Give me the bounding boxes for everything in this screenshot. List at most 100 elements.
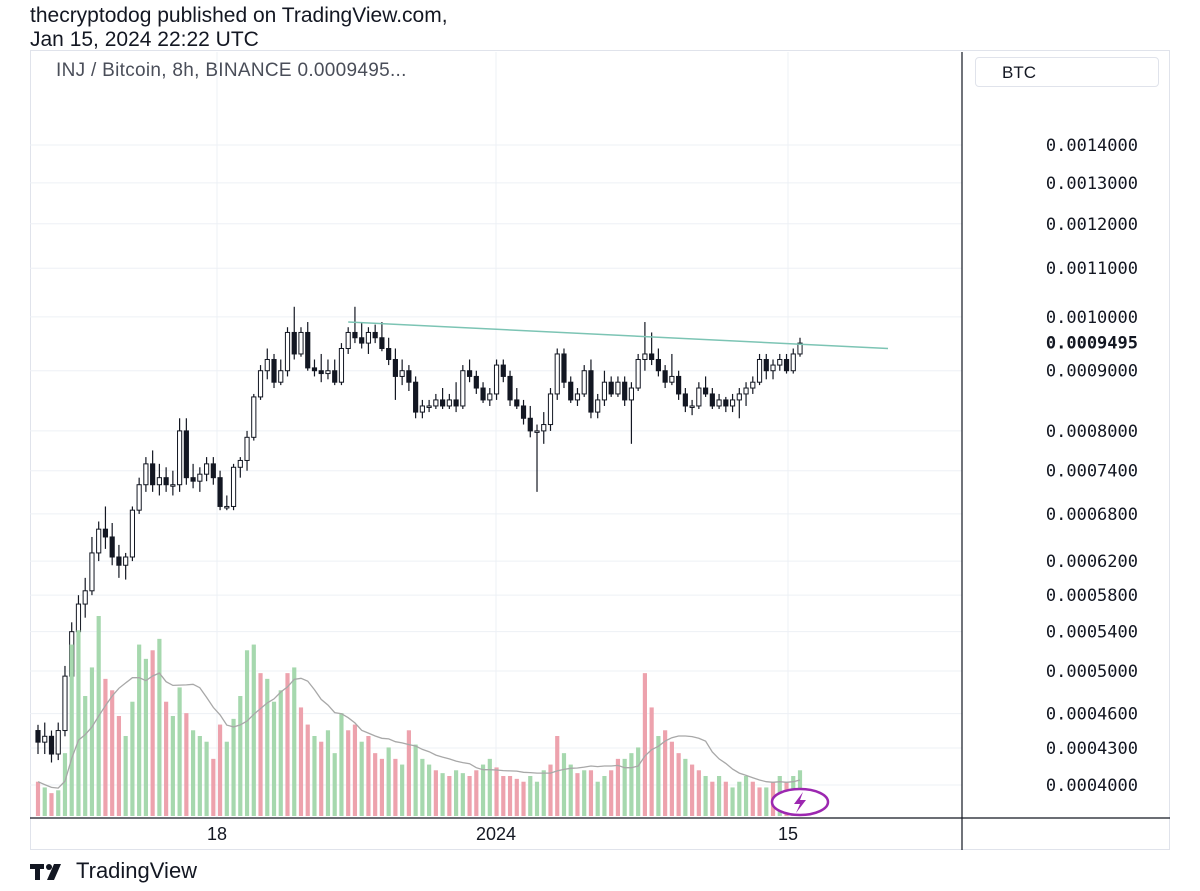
- x-tick-label: 2024: [476, 824, 516, 844]
- volume-bar: [696, 770, 701, 816]
- volume-bar: [683, 758, 688, 816]
- candle-body: [399, 370, 405, 377]
- volume-bar: [110, 690, 115, 816]
- volume-bar: [319, 741, 324, 816]
- volume-bar: [204, 741, 209, 816]
- volume-bar: [507, 776, 513, 816]
- candle-body: [365, 331, 372, 344]
- candle-body: [251, 396, 257, 438]
- candle-body: [177, 430, 183, 486]
- volume-bar: [730, 787, 735, 816]
- candle-body: [520, 405, 527, 419]
- y-tick-label: 0.0006800: [1046, 505, 1138, 525]
- volume-bar: [433, 770, 438, 816]
- candle-body: [305, 331, 311, 369]
- volume-bar: [164, 701, 169, 816]
- volume-bar: [676, 753, 681, 816]
- candle-body: [170, 484, 176, 487]
- volume-bar: [716, 776, 722, 816]
- candle-body: [561, 353, 567, 383]
- candle-body: [440, 399, 446, 407]
- candle-body: [379, 337, 385, 350]
- candle-body: [82, 590, 88, 605]
- candle-body: [500, 364, 506, 377]
- candle-body: [703, 387, 709, 395]
- y-tick-label: 0.0004600: [1046, 705, 1138, 725]
- y-tick-label: 0.0005400: [1046, 623, 1138, 643]
- candle-body: [271, 358, 277, 383]
- volume-bar: [346, 730, 351, 816]
- candle-body: [224, 505, 230, 509]
- volume-bar: [649, 707, 654, 816]
- tradingview-footer[interactable]: TradingView: [30, 858, 197, 884]
- volume-bar: [400, 764, 405, 816]
- candle-body: [136, 484, 142, 511]
- boost-button[interactable]: [769, 787, 831, 817]
- volume-bar: [602, 776, 607, 816]
- volume-bar: [636, 747, 641, 816]
- volume-bar: [285, 673, 290, 816]
- candle-body: [466, 370, 473, 377]
- volume-bar: [561, 753, 567, 816]
- candle-body: [244, 436, 250, 461]
- candle-body: [230, 466, 237, 507]
- volume-bar: [555, 736, 560, 816]
- y-tick-label: 0.0007400: [1046, 462, 1138, 482]
- volume-bar: [764, 787, 769, 816]
- tradingview-logo-icon: [30, 864, 61, 880]
- y-tick-label: 0.0013000: [1046, 174, 1138, 194]
- volume-bar: [609, 770, 614, 816]
- candle-body: [372, 331, 378, 339]
- candle-body: [750, 381, 756, 389]
- candle-body: [163, 477, 169, 486]
- volume-bar: [191, 730, 196, 816]
- resistance-trendline: [348, 321, 889, 350]
- y-tick-label: 0.0014000: [1046, 136, 1138, 156]
- candle-body: [453, 399, 459, 407]
- volume-bar: [723, 781, 728, 816]
- y-tick-label: 0.0009000: [1046, 362, 1138, 382]
- candle-body: [635, 358, 641, 389]
- volume-bar: [521, 781, 526, 816]
- volume-bar: [541, 770, 546, 816]
- volume-bar: [35, 781, 41, 816]
- candle-body: [257, 370, 264, 398]
- candle-body: [601, 381, 608, 401]
- candle-body: [642, 353, 648, 360]
- volume-bar: [123, 736, 128, 816]
- candle-body: [682, 393, 688, 407]
- candle-body: [709, 393, 715, 407]
- volume-bar: [453, 770, 459, 816]
- candle-body: [35, 730, 41, 743]
- candle-body: [493, 364, 500, 395]
- candle-body: [419, 405, 425, 413]
- volume-bar: [62, 753, 68, 816]
- candle-body: [696, 387, 702, 407]
- volume-bar: [143, 658, 148, 816]
- candle-body: [406, 370, 412, 383]
- candle-body: [581, 370, 587, 395]
- volume-bar: [238, 696, 243, 816]
- candle-body: [102, 528, 109, 538]
- volume-bar: [447, 776, 452, 816]
- candle-body: [318, 370, 324, 375]
- candle-body: [568, 381, 574, 401]
- candle-body: [62, 675, 68, 732]
- candle-body: [487, 393, 493, 401]
- currency-selector[interactable]: BTC: [975, 57, 1159, 87]
- chart-frame: [30, 50, 1170, 850]
- candle-body: [473, 375, 479, 389]
- candle-body: [143, 463, 149, 486]
- candle-body: [345, 331, 351, 350]
- symbol-legend[interactable]: INJ / Bitcoin, 8h, BINANCE 0.0009495...: [56, 60, 407, 81]
- last-price-label: 0.0009495: [1046, 333, 1138, 353]
- candle-body: [284, 331, 291, 372]
- volume-bar: [373, 753, 378, 816]
- volume-bar: [69, 644, 74, 816]
- candle-body: [689, 405, 695, 408]
- candle-body: [89, 552, 95, 592]
- volume-bar: [271, 701, 277, 816]
- volume-bar: [737, 781, 742, 816]
- volume-bar: [103, 678, 108, 816]
